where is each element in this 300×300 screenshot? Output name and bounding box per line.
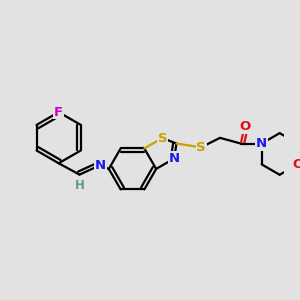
Text: H: H xyxy=(75,179,84,193)
Text: N: N xyxy=(95,159,106,172)
Text: S: S xyxy=(196,141,206,154)
Text: O: O xyxy=(239,120,250,133)
Text: N: N xyxy=(256,137,267,150)
Text: N: N xyxy=(169,152,180,165)
Text: O: O xyxy=(292,158,300,171)
Text: S: S xyxy=(158,131,167,145)
Text: F: F xyxy=(54,106,63,118)
